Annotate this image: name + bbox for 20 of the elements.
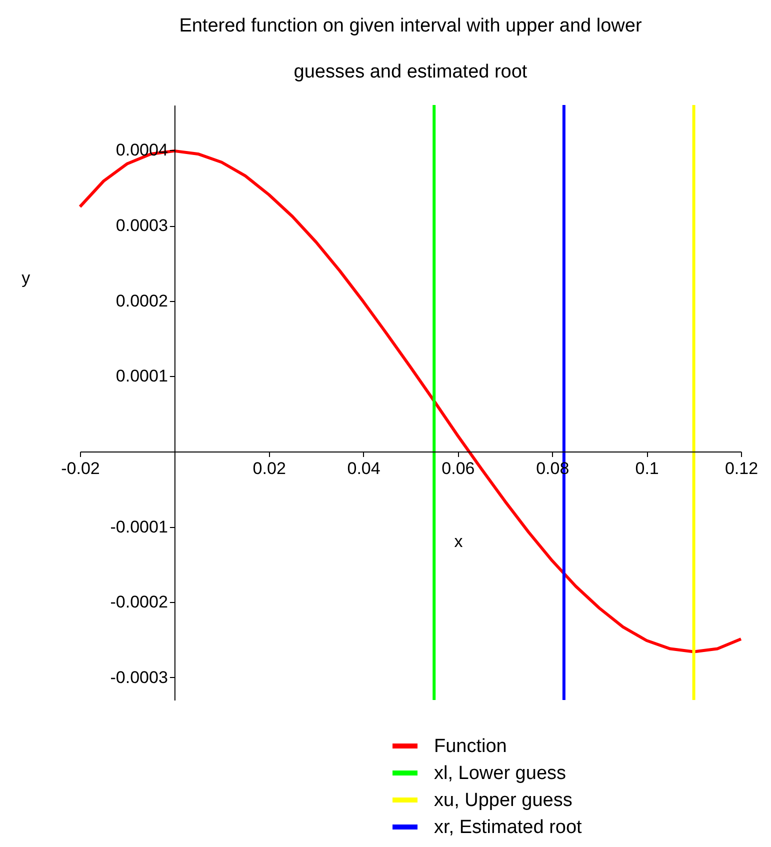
y-tick-label: -0.0003 — [110, 668, 168, 687]
y-tick-label: 0.0003 — [116, 216, 168, 236]
legend-label: xl, Lower guess — [434, 763, 566, 784]
chart-title: Entered function on given interval with upper and lower guesses and estimated root — [179, 16, 642, 82]
y-tick-label: -0.0001 — [110, 517, 168, 536]
x-axis-title: x — [454, 532, 464, 551]
legend-label: xu, Upper guess — [434, 790, 572, 811]
x-tick-label: 0.12 — [724, 458, 758, 478]
y-tick-label: -0.0002 — [110, 592, 168, 612]
x-tick-label: 0.1 — [635, 458, 659, 478]
x-tick-label: -0.02 — [61, 458, 100, 478]
y-tick-label: 0.0001 — [116, 366, 168, 386]
x-tick-label: 0.02 — [252, 458, 286, 478]
x-tick-label: 0.06 — [442, 458, 475, 478]
legend-label: Function — [434, 736, 507, 757]
y-tick-label: 0.0002 — [116, 291, 168, 310]
legend-label: xr, Estimated root — [434, 817, 583, 838]
y-axis-title: y — [22, 268, 31, 288]
y-tick-label: 0.0004 — [116, 140, 168, 160]
x-tick-label: 0.04 — [347, 458, 380, 478]
